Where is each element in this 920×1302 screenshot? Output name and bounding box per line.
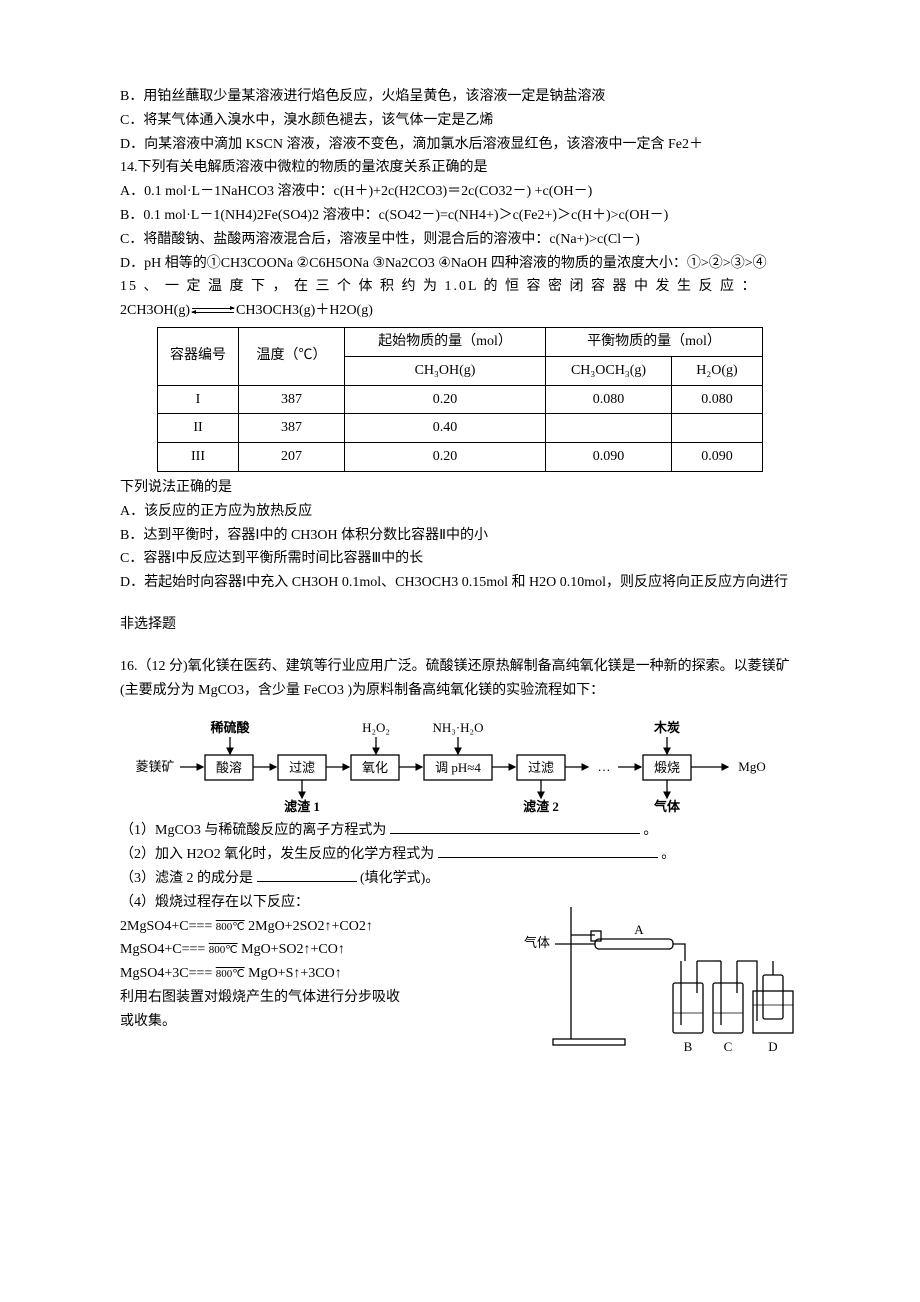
q14-option-d: D．pH 相等的①CH3COONa ②C6H5ONa ③Na2CO3 ④NaOH… [120, 252, 800, 276]
q16-sub3: （3）滤渣 2 的成分是 (填化学式)。 [120, 867, 800, 891]
flow-residue1: 滤渣 1 [284, 799, 320, 814]
flow-step5: 过滤 [528, 760, 554, 775]
flow-dots: … [598, 759, 611, 774]
q15-post: 下列说法正确的是 [120, 476, 800, 500]
th-h2o: H₂O(g) [672, 356, 763, 385]
q14-option-b: B．0.1 mol·L－1(NH4)2Fe(SO4)2 溶液中：c(SO42－)… [120, 204, 800, 228]
flow-step2: 过滤 [289, 760, 315, 775]
q13-option-d: D．向某溶液中滴加 KSCN 溶液，溶液不变色，滴加氯水后溶液显红色，该溶液中一… [120, 133, 800, 157]
q15-option-b: B．达到平衡时，容器Ⅰ中的 CH3OH 体积分数比容器Ⅱ中的小 [120, 524, 800, 548]
apparatus-label-d: D [768, 1039, 777, 1054]
q15-option-a: A．该反应的正方应为放热反应 [120, 500, 800, 524]
table-row: I 387 0.20 0.080 0.080 [158, 385, 763, 414]
flow-step1: 酸溶 [216, 760, 242, 775]
q16-flowchart: .box{fill:none;stroke:#000;stroke-width:… [120, 710, 800, 815]
q16-eq3: MgSO4+3C=== 800℃ MgO+S↑+3CO↑ [120, 962, 505, 986]
q14-option-c: C．将醋酸钠、盐酸两溶液混合后，溶液呈中性，则混合后的溶液中：c(Na+)>c(… [120, 228, 800, 252]
flow-start: 菱镁矿 [135, 759, 174, 774]
q15-equation: 2CH3OH(g) CH3OCH3(g)＋H2O(g) [120, 299, 800, 323]
flow-in3: NH₃·H₂O [433, 720, 484, 735]
q15-option-c: C．容器Ⅰ中反应达到平衡所需时间比容器Ⅲ中的长 [120, 547, 800, 571]
q16-sub2-blank[interactable] [438, 843, 658, 858]
th-temp: 温度（℃） [239, 327, 345, 385]
flow-end: MgO [738, 759, 765, 774]
flow-step4: 调 pH≈4 [435, 760, 481, 775]
th-ch3och3: CH₃OCH₃(g) [546, 356, 672, 385]
equilibrium-arrow-icon [192, 304, 234, 318]
flow-step6: 煅烧 [654, 760, 680, 775]
apparatus-label-a: A [634, 922, 644, 937]
q14-option-a: A．0.1 mol·L－1NaHCO3 溶液中：c(H＋)+2c(H2CO3)＝… [120, 180, 800, 204]
flow-residue2: 滤渣 2 [523, 799, 559, 814]
th-ch3oh: CH₃OH(g) [345, 356, 546, 385]
th-start: 起始物质的量（mol） [345, 327, 546, 356]
q15-option-d: D．若起始时向容器Ⅰ中充入 CH3OH 0.1mol、CH3OCH3 0.15m… [120, 571, 800, 595]
q16-eq1: 2MgSO4+C=== 800℃ 2MgO+2SO2↑+CO2↑ [120, 915, 505, 939]
apparatus-label-c: C [724, 1039, 733, 1054]
th-eq: 平衡物质的量（mol） [546, 327, 763, 356]
flow-out-gas: 气体 [654, 799, 681, 814]
apparatus-diagram: .ln{stroke:#000;stroke-width:1.3;fill:no… [515, 891, 800, 1070]
flow-in2: H₂O₂ [362, 720, 390, 735]
flow-in1: 稀硫酸 [210, 720, 250, 735]
q16-sub2: （2）加入 H2O2 氧化时，发生反应的化学方程式为 。 [120, 843, 800, 867]
q16-sub1: （1）MgCO3 与稀硫酸反应的离子方程式为 。 [120, 819, 800, 843]
section-nonchoice: 非选择题 [120, 613, 800, 637]
q16-sub3-blank[interactable] [257, 867, 357, 882]
table-row: III 207 0.20 0.090 0.090 [158, 443, 763, 472]
q15-stem-line1: 15 、 一 定 温 度 下 ， 在 三 个 体 积 约 为 1.0L 的 恒 … [120, 275, 800, 299]
table-row: II 387 0.40 [158, 414, 763, 443]
q16-sub1-blank[interactable] [390, 819, 640, 834]
q13-option-b: B．用铂丝蘸取少量某溶液进行焰色反应，火焰呈黄色，该溶液一定是钠盐溶液 [120, 85, 800, 109]
q15-eq-left: 2CH3OH(g) [120, 303, 190, 318]
flow-in4: 木炭 [653, 720, 680, 735]
q13-option-c: C．将某气体通入溴水中，溴水颜色褪去，该气体一定是乙烯 [120, 109, 800, 133]
apparatus-label-b: B [684, 1039, 693, 1054]
q16-sub4-post2: 或收集。 [120, 1010, 505, 1034]
q15-table: 容器编号 温度（℃） 起始物质的量（mol） 平衡物质的量（mol） CH₃OH… [157, 327, 763, 472]
q14-stem: 14.下列有关电解质溶液中微粒的物质的量浓度关系正确的是 [120, 156, 800, 180]
apparatus-gas-label: 气体 [524, 935, 550, 950]
flow-step3: 氧化 [362, 760, 388, 775]
q16-stem: 16.（12 分)氧化镁在医药、建筑等行业应用广泛。硫酸镁还原热解制备高纯氧化镁… [120, 655, 800, 703]
q16-sub4-post1: 利用右图装置对煅烧产生的气体进行分步吸收 [120, 986, 505, 1010]
q16-sub4-title: （4）煅烧过程存在以下反应： [120, 891, 505, 915]
q15-eq-right: CH3OCH3(g)＋H2O(g) [236, 303, 373, 318]
th-container: 容器编号 [158, 327, 239, 385]
q16-eq2: MgSO4+C=== 800℃ MgO+SO2↑+CO↑ [120, 938, 505, 962]
